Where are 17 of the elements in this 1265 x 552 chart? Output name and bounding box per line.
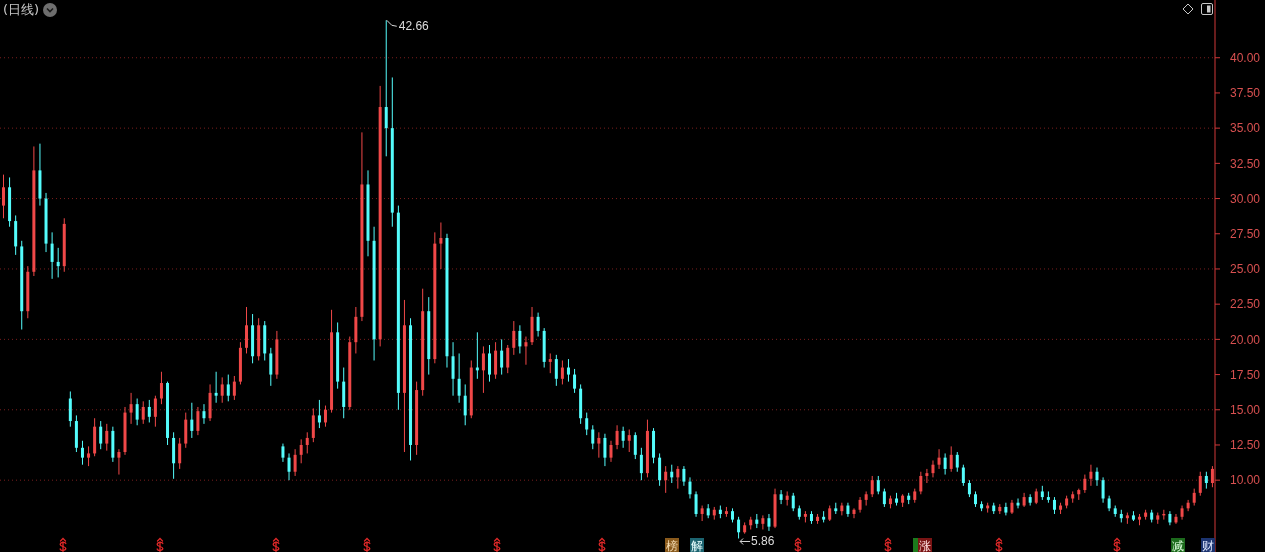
- y-tick-label: 30.00: [1230, 191, 1261, 206]
- y-tick-label: 35.00: [1230, 121, 1261, 136]
- y-tick-label: 37.50: [1230, 86, 1261, 101]
- y-tick-label: 10.00: [1230, 473, 1261, 488]
- y-tick-label: 22.50: [1230, 297, 1261, 312]
- chart-title: (日线): [3, 0, 40, 19]
- y-tick-label: 20.00: [1230, 332, 1261, 347]
- y-tick-label: 15.00: [1230, 403, 1261, 418]
- annotation: 5.86: [751, 534, 775, 549]
- y-tick-label: 27.50: [1230, 227, 1261, 242]
- y-tick-label: 25.00: [1230, 262, 1261, 277]
- y-tick-label: 12.50: [1230, 438, 1261, 453]
- y-tick-label: 32.50: [1230, 156, 1261, 171]
- candlestick: [214, 371, 218, 403]
- y-tick-label: 40.00: [1230, 50, 1261, 65]
- annotation: 42.66: [398, 19, 430, 34]
- y-tick-label: 17.50: [1230, 367, 1261, 382]
